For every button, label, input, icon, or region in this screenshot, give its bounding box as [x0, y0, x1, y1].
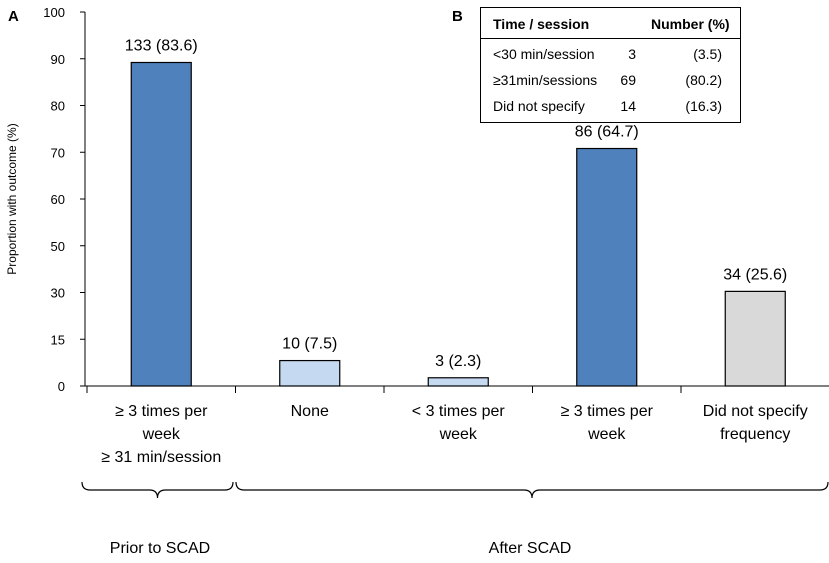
- table-cell-time: <30 min/session: [493, 46, 595, 62]
- table-cell-time: Did not specify: [493, 98, 585, 114]
- table-cell-time: ≥31min/sessions: [493, 72, 598, 88]
- y-tick-label: 15: [51, 332, 65, 347]
- table-cell-percent: (16.3): [685, 98, 722, 114]
- group-label-prior: Prior to SCAD: [109, 540, 211, 557]
- y-tick-label: 50: [51, 239, 65, 254]
- table-row: ≥31min/sessions 69 (80.2): [481, 68, 740, 92]
- bar: [130, 61, 192, 387]
- table-cell-count: 3: [628, 46, 636, 62]
- y-tick-label: 70: [51, 145, 65, 160]
- data-label: 3 (2.3): [435, 353, 481, 370]
- y-tick-label: 90: [51, 52, 65, 67]
- y-axis-label: Proportion with outcome (%): [5, 123, 19, 274]
- y-tick-label: 60: [51, 192, 65, 207]
- bar: [279, 359, 341, 387]
- brace-after: [235, 481, 829, 499]
- bar: [724, 290, 786, 387]
- y-tick-label: 80: [51, 99, 65, 114]
- category-label: None: [291, 403, 329, 420]
- y-tick-label: 30: [51, 286, 65, 301]
- y-tick-label: 0: [58, 379, 65, 394]
- category-label: Did not specify: [703, 403, 808, 420]
- table-cell-count: 69: [620, 72, 636, 88]
- category-label: < 3 times per: [412, 403, 506, 420]
- brace-prior: [81, 481, 234, 499]
- category-label: week: [439, 426, 478, 443]
- category-label: week: [142, 426, 181, 443]
- y-tick-label: 100: [43, 5, 65, 20]
- group-label-after: After SCAD: [488, 540, 572, 557]
- table-separator: [481, 38, 740, 39]
- bar: [427, 377, 489, 387]
- panel-b-label: B: [452, 8, 463, 25]
- table-header-row: Time / session Number (%): [481, 12, 740, 36]
- category-label: ≥ 3 times per: [115, 403, 208, 420]
- table-row: Did not specify 14 (16.3): [481, 94, 740, 118]
- category-label: week: [587, 426, 626, 443]
- category-label: ≥ 31 min/session: [101, 449, 221, 466]
- table-row: <30 min/session 3 (3.5): [481, 42, 740, 66]
- session-table: Time / session Number (%) <30 min/sessio…: [480, 7, 741, 123]
- table-header-number: Number (%): [651, 16, 730, 32]
- bar: [576, 147, 638, 387]
- category-label: frequency: [720, 426, 790, 443]
- data-label: 34 (25.6): [723, 266, 787, 283]
- category-label: ≥ 3 times per: [561, 403, 654, 420]
- table-cell-count: 14: [620, 98, 636, 114]
- data-label: 133 (83.6): [125, 37, 198, 54]
- table-cell-percent: (3.5): [693, 46, 722, 62]
- panel-a-label: A: [8, 8, 19, 25]
- data-label: 86 (64.7): [575, 124, 639, 141]
- table-header-time: Time / session: [493, 16, 590, 32]
- table-cell-percent: (80.2): [685, 72, 722, 88]
- data-label: 10 (7.5): [282, 336, 337, 353]
